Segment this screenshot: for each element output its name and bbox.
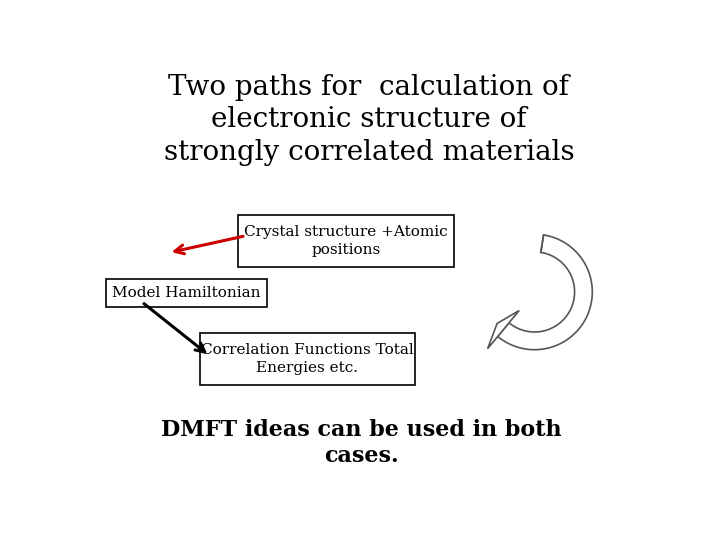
Text: Model Hamiltonian: Model Hamiltonian xyxy=(112,286,261,300)
Polygon shape xyxy=(487,310,519,349)
Text: Two paths for  calculation of
electronic structure of
strongly correlated materi: Two paths for calculation of electronic … xyxy=(163,74,575,166)
Text: Crystal structure +Atomic
positions: Crystal structure +Atomic positions xyxy=(244,226,448,257)
Text: Correlation Functions Total
Energies etc.: Correlation Functions Total Energies etc… xyxy=(201,343,414,375)
Text: DMFT ideas can be used in both
cases.: DMFT ideas can be used in both cases. xyxy=(161,419,562,467)
Bar xyxy=(199,333,415,385)
Bar xyxy=(238,215,454,267)
Bar xyxy=(106,279,267,307)
Polygon shape xyxy=(498,235,593,350)
